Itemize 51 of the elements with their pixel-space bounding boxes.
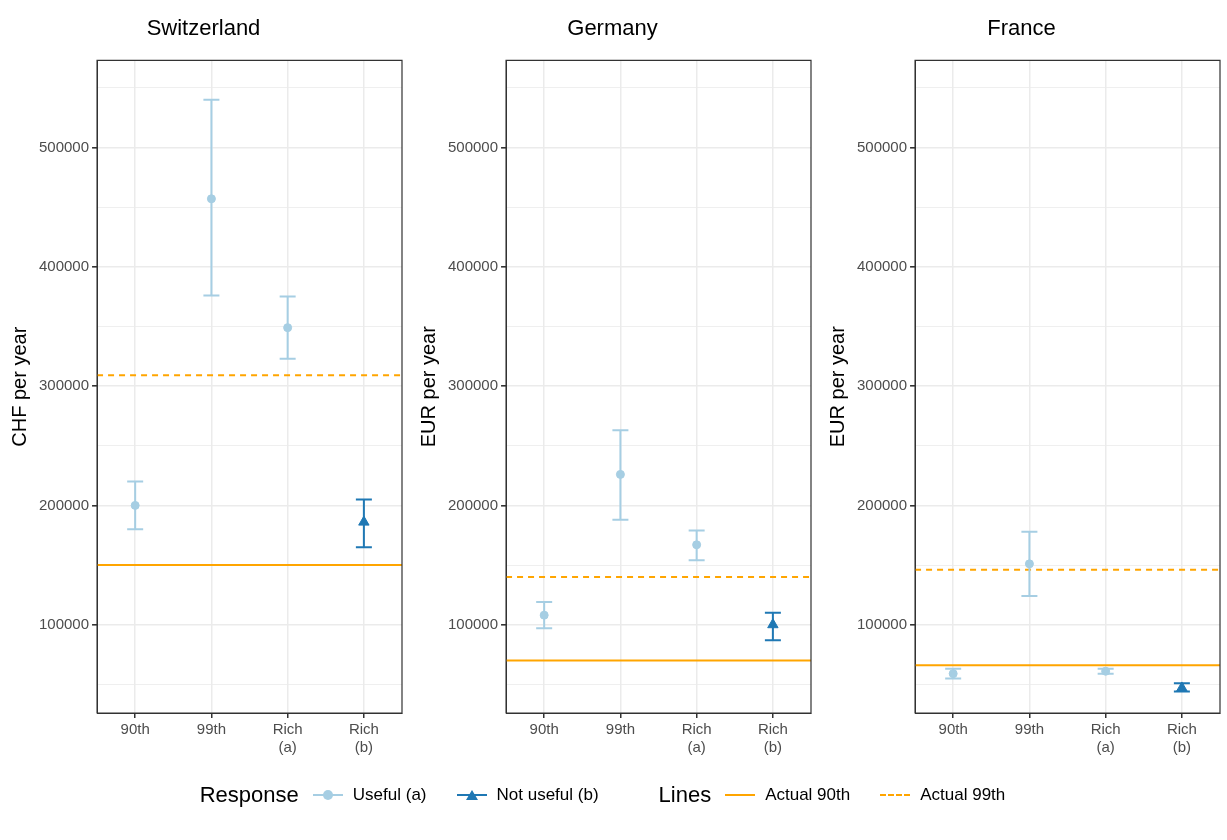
point [206, 194, 216, 204]
y-tick-label: 100000 [447, 614, 499, 632]
x-tick-label: 90th [120, 720, 150, 738]
y-tick-label: 500000 [447, 137, 499, 155]
chart-title: Switzerland [146, 15, 261, 41]
x-tick-label: Rich (b) [757, 720, 788, 756]
point [1101, 666, 1111, 676]
y-tick-label: 500000 [856, 137, 908, 155]
x-tick-label: 99th [605, 720, 636, 738]
text: Lines [658, 782, 712, 808]
legend-label: Useful (a) [352, 785, 427, 805]
y-axis-title: CHF per year [7, 326, 30, 447]
y-tick-label: 300000 [447, 376, 499, 394]
legend-title: Response [199, 782, 299, 808]
y-tick-label: 400000 [447, 256, 499, 274]
legend-label: Actual 90th [765, 785, 851, 805]
legend-label: Actual 99th [920, 785, 1006, 805]
y-axis-title: EUR per year [416, 325, 439, 448]
y-tick-label: 200000 [856, 495, 908, 513]
x-tick-label: Rich (a) [272, 720, 303, 756]
y-tick-label: 400000 [38, 256, 90, 274]
y-tick-label: 200000 [447, 495, 499, 513]
y-tick-label: 300000 [856, 376, 908, 394]
x-tick-label: 99th [196, 720, 227, 738]
y-tick-label: 500000 [38, 137, 90, 155]
point [1024, 559, 1034, 569]
point [692, 540, 702, 550]
y-tick-label: 200000 [38, 495, 90, 513]
point [283, 323, 293, 333]
x-tick-label: Rich (b) [1166, 720, 1197, 756]
y-tick-label: 100000 [856, 614, 908, 632]
x-tick-label: 99th [1014, 720, 1045, 738]
point [1176, 681, 1188, 692]
point [539, 610, 549, 620]
point [615, 469, 625, 479]
y-axis-title: EUR per year [825, 325, 848, 448]
y-tick-label: 100000 [38, 614, 90, 632]
x-tick-label: Rich (a) [1090, 720, 1121, 756]
x-tick-label: 90th [938, 720, 968, 738]
y-tick-label: 300000 [38, 376, 90, 394]
chart-title: Germany [567, 15, 658, 41]
point [130, 500, 140, 510]
chart-title: France [987, 15, 1056, 41]
x-tick-label: Rich (b) [348, 720, 379, 756]
point [358, 515, 370, 526]
y-tick-label: 400000 [856, 256, 908, 274]
legend-label: Not useful (b) [496, 785, 599, 805]
point [948, 669, 958, 679]
point [767, 618, 779, 629]
x-tick-label: Rich (a) [681, 720, 712, 756]
x-tick-label: 90th [529, 720, 559, 738]
